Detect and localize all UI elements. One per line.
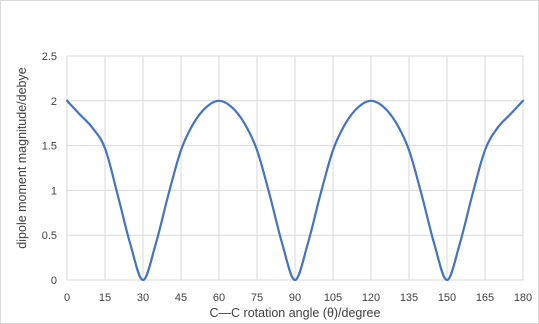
x-tick-label: 165 bbox=[476, 292, 494, 304]
x-tick-label: 15 bbox=[99, 292, 111, 304]
x-tick-label: 105 bbox=[324, 292, 342, 304]
y-tick-label: 1 bbox=[51, 185, 57, 197]
y-tick-label: 2 bbox=[51, 96, 57, 108]
x-tick-label: 150 bbox=[438, 292, 456, 304]
y-tick-label: 0 bbox=[51, 275, 57, 287]
y-tick-label: 1.5 bbox=[42, 141, 57, 153]
x-tick-label: 90 bbox=[289, 292, 301, 304]
y-axis-title: dipole moment magnitude/debye bbox=[15, 67, 29, 248]
x-tick-label: 0 bbox=[64, 292, 70, 304]
x-tick-label: 180 bbox=[514, 292, 532, 304]
x-tick-label: 30 bbox=[137, 292, 149, 304]
x-tick-label: 135 bbox=[400, 292, 418, 304]
x-tick-label: 60 bbox=[213, 292, 225, 304]
y-tick-label: 0.5 bbox=[42, 230, 57, 242]
x-tick-label: 45 bbox=[175, 292, 187, 304]
x-axis-tick-labels: 0 15 30 45 60 75 90 105 120 135 150 165 180 bbox=[64, 292, 532, 304]
x-tick-label: 75 bbox=[251, 292, 263, 304]
x-axis-title: C—C rotation angle (θ)/degree bbox=[210, 306, 381, 320]
series-layer bbox=[65, 99, 525, 282]
series-line bbox=[65, 99, 525, 282]
vertical-gridlines bbox=[66, 56, 524, 280]
x-tick-label: 120 bbox=[362, 292, 380, 304]
y-tick-label: 2.5 bbox=[42, 51, 57, 63]
y-axis-tick-labels: 0 0.5 1 1.5 2 2.5 bbox=[42, 51, 57, 287]
